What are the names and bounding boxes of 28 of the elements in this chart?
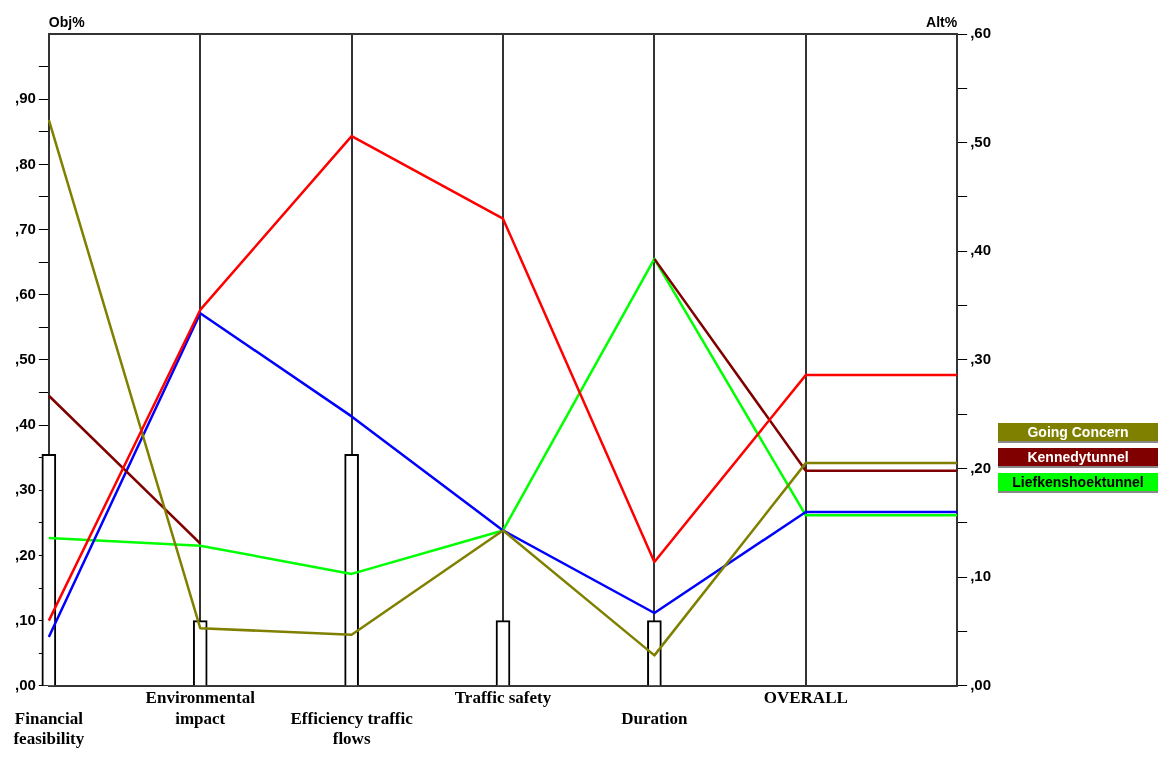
y-tick-label: ,30 bbox=[14, 480, 36, 498]
y-tick-label: ,50 bbox=[14, 350, 36, 368]
y2-axis-title: Alt% bbox=[926, 13, 958, 30]
y-tick-label: ,60 bbox=[14, 284, 36, 302]
y2-tick-label: ,60 bbox=[970, 24, 992, 42]
y2-tick-label: ,40 bbox=[970, 241, 992, 259]
y2-tick-label: ,10 bbox=[970, 567, 992, 585]
x-tick-label: Efficiency traffic flows bbox=[290, 708, 414, 749]
y-tick-label: ,00 bbox=[14, 675, 36, 693]
y-tick-label: ,20 bbox=[14, 545, 36, 563]
text: Kennedytunnel bbox=[998, 448, 1158, 468]
x-tick-label: Traffic safety bbox=[454, 688, 552, 708]
y-tick-label: ,90 bbox=[14, 89, 36, 107]
x-tick-label: Environmental impact bbox=[145, 688, 256, 728]
y-tick-label: ,10 bbox=[14, 610, 36, 628]
text: Liefkenshoektunnel bbox=[998, 473, 1158, 493]
y-tick-label: ,70 bbox=[14, 219, 36, 237]
y2-tick-label: ,00 bbox=[970, 675, 992, 693]
text: Going Concern bbox=[998, 423, 1158, 443]
y-tick-label: ,80 bbox=[14, 154, 36, 172]
y2-tick-label: ,30 bbox=[970, 350, 992, 368]
y2-tick-label: ,50 bbox=[970, 132, 992, 150]
y-tick-label: ,40 bbox=[14, 415, 36, 433]
y-axis-title: Obj% bbox=[48, 13, 86, 30]
x-tick-label: Financial feasibility bbox=[13, 708, 85, 749]
y2-tick-label: ,20 bbox=[970, 458, 992, 476]
x-tick-label: OVERALL bbox=[763, 688, 848, 708]
x-tick-label: Duration bbox=[621, 708, 688, 728]
